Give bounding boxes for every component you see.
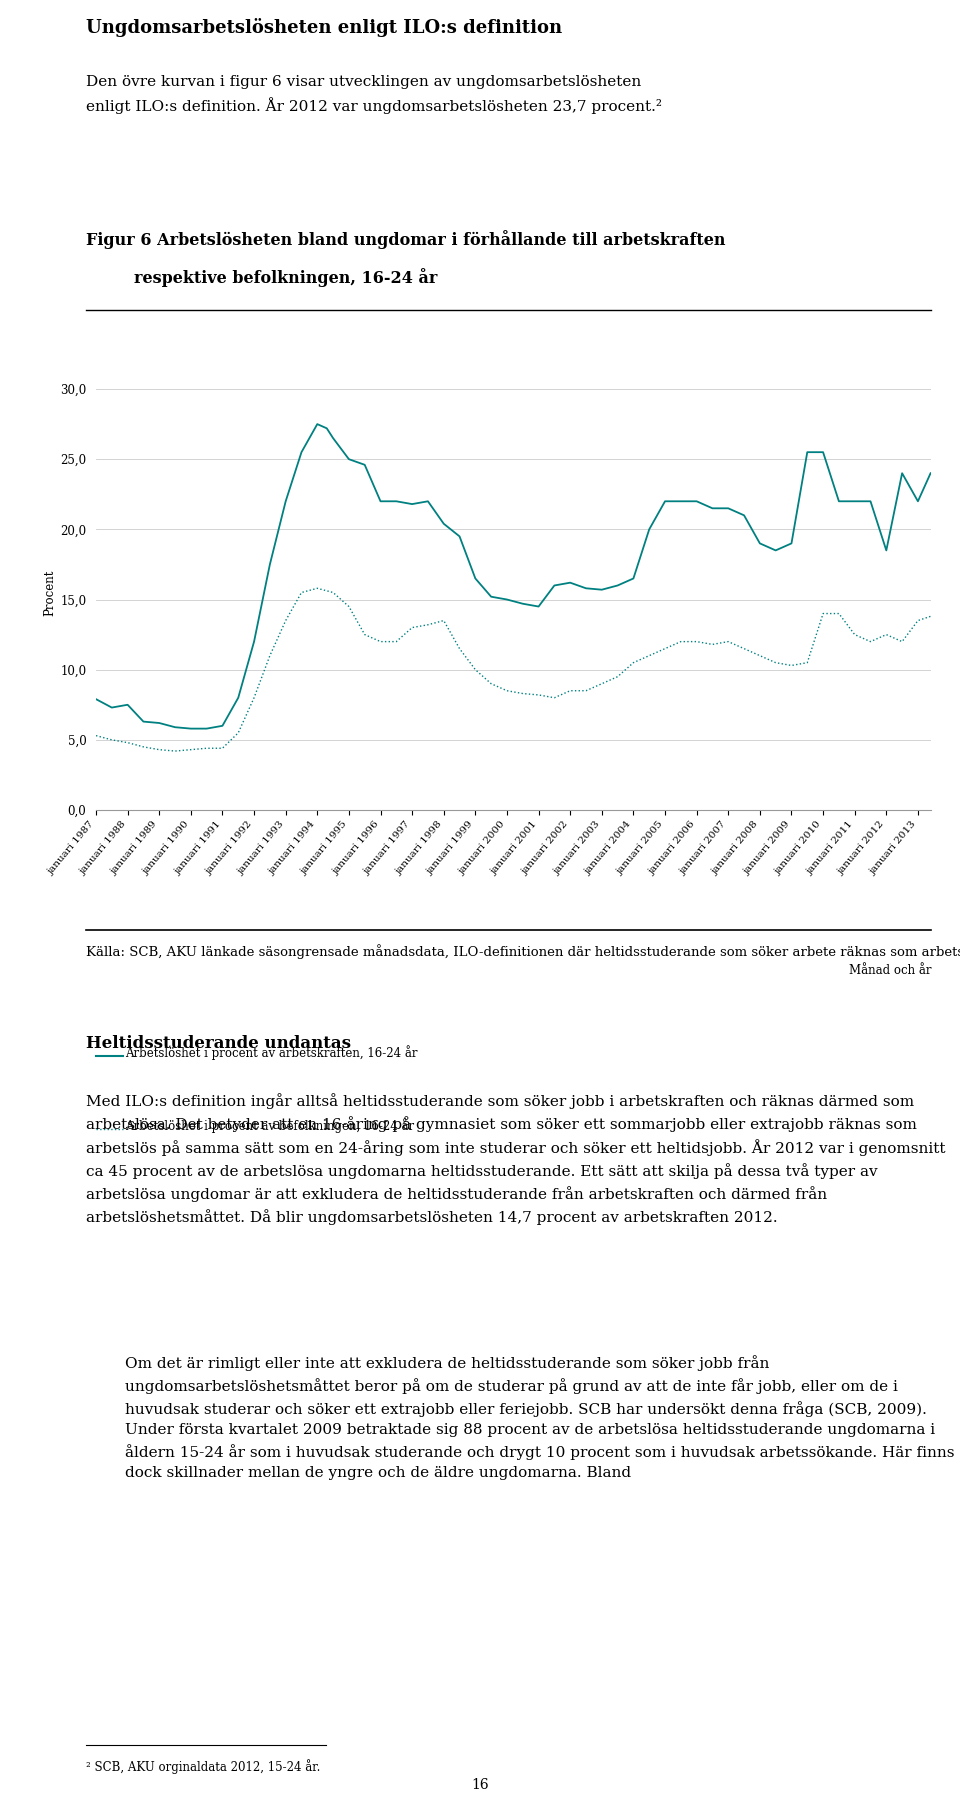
Text: Arbetslöshet i procent av befolkningen, 16-24 år: Arbetslöshet i procent av befolkningen, … (125, 1119, 414, 1133)
Text: Arbetslöshet i procent av arbetskraften, 16-24 år: Arbetslöshet i procent av arbetskraften,… (125, 1046, 418, 1061)
Text: Med ILO:s definition ingår alltså heltidsstuderande som söker jobb i arbetskraft: Med ILO:s definition ingår alltså heltid… (86, 1093, 946, 1225)
Text: Om det är rimligt eller inte att exkludera de heltidsstuderande som söker jobb f: Om det är rimligt eller inte att exklude… (125, 1356, 954, 1481)
Text: respektive befolkningen, 16-24 år: respektive befolkningen, 16-24 år (134, 268, 438, 288)
Text: Ungdomsarbetslösheten enligt ILO:s definition: Ungdomsarbetslösheten enligt ILO:s defin… (86, 18, 563, 36)
Text: 16: 16 (471, 1777, 489, 1792)
Text: Månad och år: Månad och år (849, 965, 931, 977)
Text: Figur 6 Arbetslösheten bland ungdomar i förhållande till arbetskraften: Figur 6 Arbetslösheten bland ungdomar i … (86, 230, 726, 250)
Text: Källa: SCB, AKU länkade säsongrensade månadsdata, ILO-definitionen där heltidsst: Källa: SCB, AKU länkade säsongrensade må… (86, 945, 960, 959)
Text: Heltidsstuderande undantas: Heltidsstuderande undantas (86, 1035, 351, 1052)
Text: Den övre kurvan i figur 6 visar utvecklingen av ungdomsarbetslösheten
enligt ILO: Den övre kurvan i figur 6 visar utveckli… (86, 74, 662, 114)
Text: ² SCB, AKU orginaldata 2012, 15-24 år.: ² SCB, AKU orginaldata 2012, 15-24 år. (86, 1759, 321, 1774)
Y-axis label: Procent: Procent (43, 570, 56, 615)
